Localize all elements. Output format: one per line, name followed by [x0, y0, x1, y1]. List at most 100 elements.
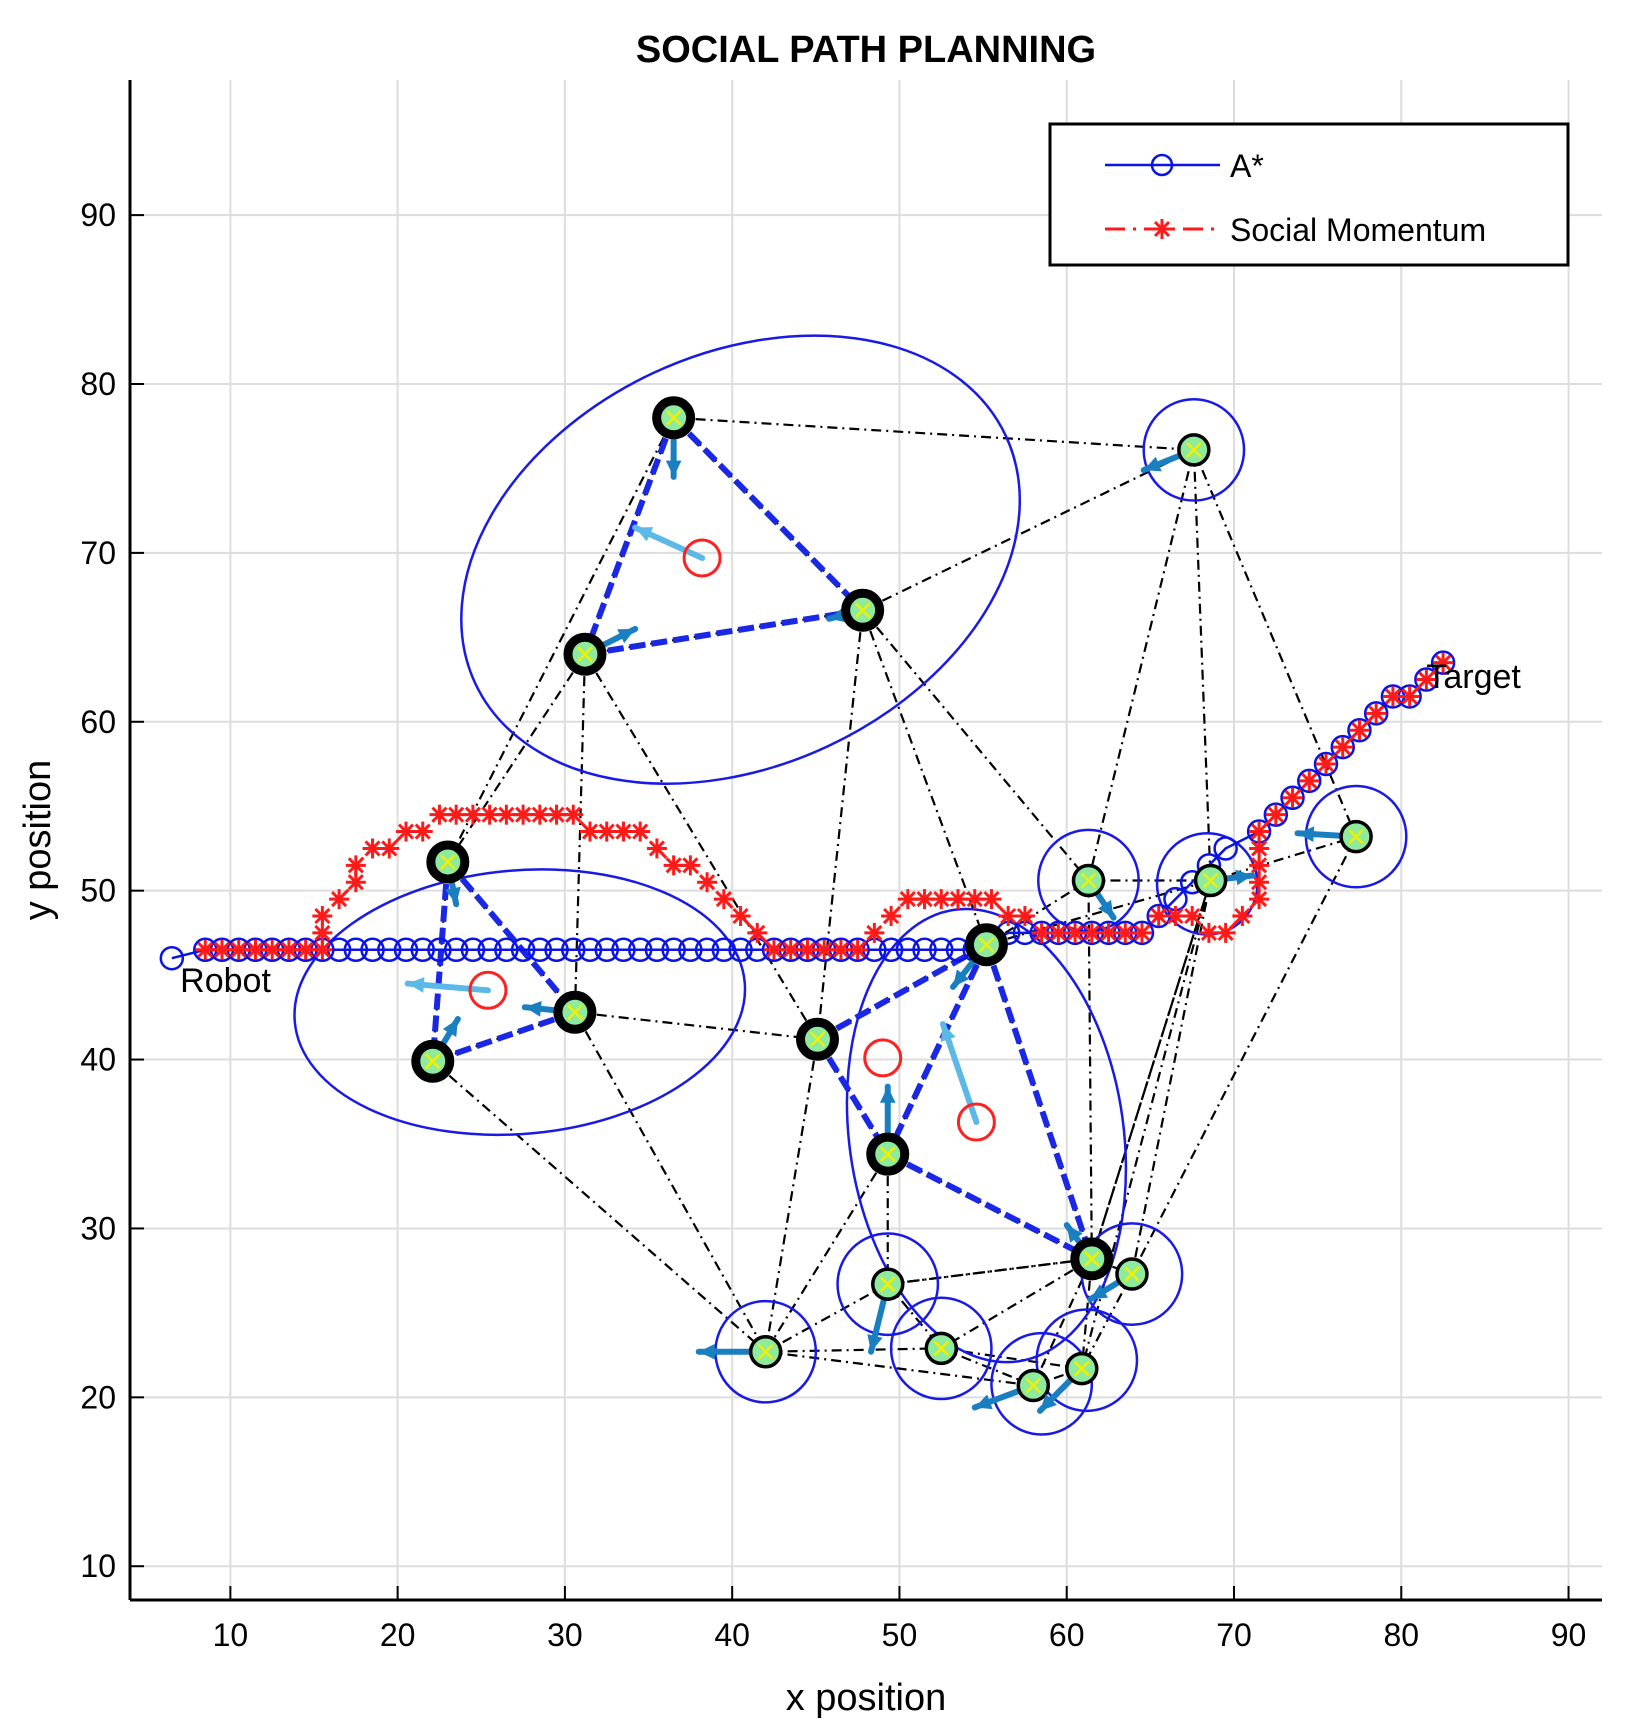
asterisk-stroke	[264, 941, 281, 958]
astar-point	[460, 937, 486, 963]
asterisk-stroke	[565, 806, 582, 823]
social-point	[931, 889, 952, 910]
person-position-x	[1083, 1250, 1100, 1267]
social-edge	[1130, 880, 1212, 1275]
asterisk-stroke	[782, 941, 799, 958]
legend: A* Social Momentum	[1048, 122, 1570, 267]
social-edge	[985, 879, 1090, 946]
social-point	[396, 821, 416, 842]
x-stroke	[439, 854, 456, 870]
person-position-x	[1185, 441, 1202, 458]
asterisk-stroke	[347, 857, 364, 874]
social-point	[830, 939, 851, 960]
social-point	[1031, 922, 1052, 943]
asterisk-stroke	[1251, 874, 1268, 891]
person-position-x	[1080, 872, 1097, 889]
social-point	[513, 804, 534, 825]
social-point	[245, 939, 266, 960]
social-point	[1299, 770, 1320, 791]
astar-point	[678, 937, 703, 963]
group-edge	[983, 943, 1095, 1260]
arrow-head	[1090, 1284, 1109, 1300]
x-stroke	[978, 936, 995, 953]
astar-point	[527, 937, 553, 963]
social-edge	[1080, 1273, 1133, 1370]
social-point	[529, 804, 550, 825]
astar-point	[1213, 836, 1238, 861]
arrow-head	[867, 1334, 883, 1352]
social-edge	[816, 610, 864, 1040]
x-stroke	[1073, 1360, 1090, 1377]
asterisk-stroke	[615, 823, 632, 840]
asterisk-stroke	[531, 806, 548, 823]
person-position-x	[879, 1146, 896, 1163]
x-stroke	[854, 602, 871, 619]
asterisk-stroke	[1284, 789, 1301, 806]
social-point	[1249, 838, 1270, 859]
person-position-x	[1202, 872, 1219, 889]
y-tick-label: 40	[80, 1042, 116, 1078]
asterisk-stroke	[1016, 907, 1033, 925]
asterisk-stroke	[1384, 688, 1401, 705]
group-edge	[671, 415, 865, 613]
legend-box	[1048, 122, 1570, 267]
astar-point	[343, 937, 369, 963]
asterisk-stroke	[197, 941, 214, 958]
arrow-head	[524, 1001, 542, 1017]
social-edge	[765, 1283, 889, 1353]
social-edges	[431, 416, 1358, 1387]
person-position-x	[1025, 1377, 1042, 1394]
x-stroke	[1083, 1250, 1100, 1267]
asterisk-stroke	[548, 806, 565, 823]
social-point	[764, 939, 784, 960]
social-edge	[861, 609, 988, 946]
asterisk-stroke	[816, 941, 833, 958]
arrow-head	[635, 527, 654, 542]
person-position-x	[665, 409, 682, 426]
group-edge	[584, 607, 864, 658]
astar-point	[1363, 701, 1389, 726]
x-tick-label: 20	[380, 1617, 416, 1653]
group-edge	[431, 1009, 576, 1065]
asterisk-stroke	[1184, 907, 1201, 925]
asterisk-stroke	[297, 941, 314, 958]
social-point	[1249, 821, 1270, 842]
x-tick-label: 30	[547, 1617, 583, 1653]
asterisk-stroke	[632, 823, 649, 840]
social-point	[730, 906, 751, 926]
astar-point	[611, 937, 636, 963]
personal-space-ellipse	[990, 1331, 1094, 1436]
asterisk-stroke	[1133, 924, 1151, 941]
asterisk-stroke	[1217, 924, 1234, 941]
astar-point	[410, 937, 435, 963]
social-point	[1249, 889, 1270, 910]
astar-point	[1297, 768, 1322, 794]
x-stroke	[1124, 1266, 1140, 1282]
social-point	[429, 804, 450, 825]
person-position-x	[809, 1031, 826, 1048]
asterisk-stroke	[1000, 907, 1017, 925]
asterisk-stroke	[916, 891, 933, 908]
asterisk-stroke	[464, 806, 481, 823]
asterisk-stroke	[682, 857, 699, 874]
asterisk-stroke	[581, 823, 599, 840]
social-point	[345, 855, 366, 876]
arrow-head	[407, 977, 425, 993]
asterisk-stroke	[1200, 924, 1217, 941]
arrow-head	[1235, 869, 1253, 886]
axes	[128, 80, 1602, 1602]
asterisk-stroke	[749, 924, 766, 941]
social-edge	[573, 654, 587, 1013]
asterisk-stroke	[1050, 924, 1067, 941]
astar-point	[929, 937, 954, 963]
arrow-head	[974, 1394, 993, 1410]
person-position-x	[1073, 1360, 1090, 1377]
social-point	[1081, 922, 1102, 943]
y-tick-label: 80	[80, 366, 116, 402]
x-tick-label: 80	[1383, 1617, 1419, 1653]
x-stroke	[577, 646, 593, 663]
x-tick-label: 60	[1049, 1617, 1085, 1653]
social-point	[1265, 804, 1286, 825]
astar-point	[377, 937, 402, 963]
